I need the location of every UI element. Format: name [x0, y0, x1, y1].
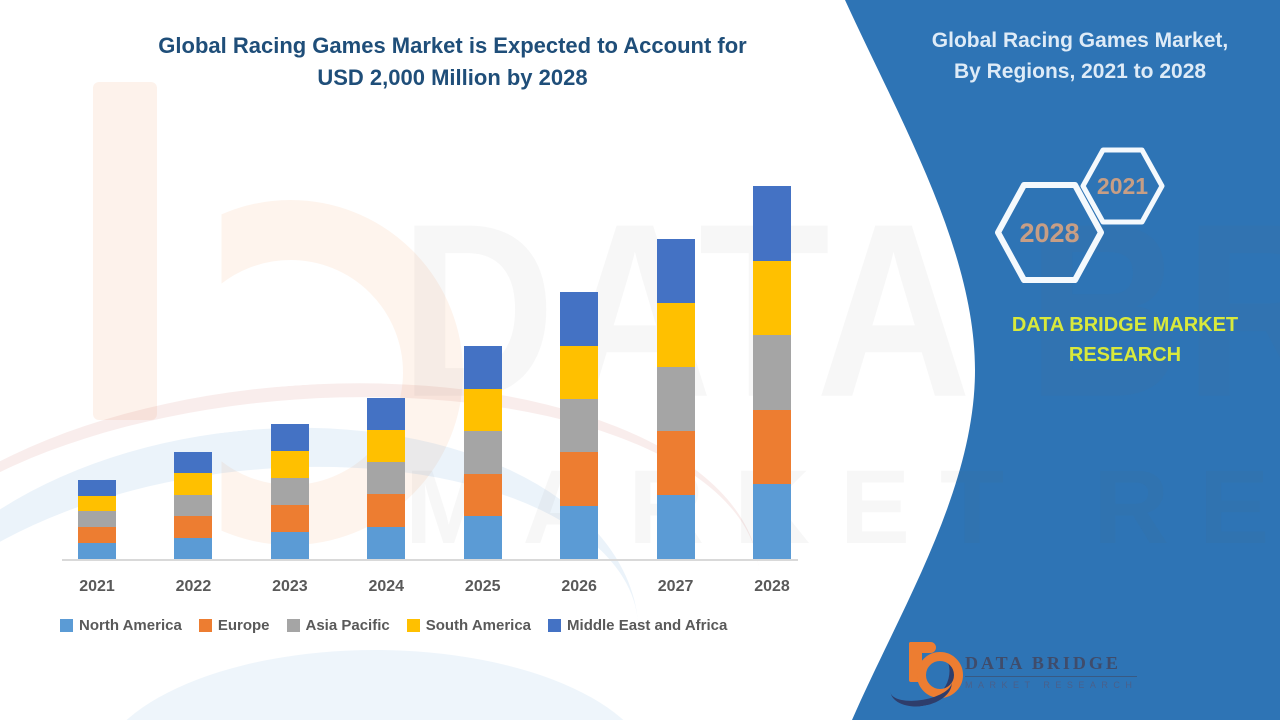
x-axis-label-2021: 2021 — [79, 578, 115, 595]
hexagon-2028-badge: 2028 — [995, 182, 1104, 283]
stacked-bar-2022 — [174, 451, 213, 559]
bar-segment-europe-2024 — [367, 494, 406, 527]
legend-swatch-south-america — [406, 619, 420, 632]
stacked-bar-2024 — [367, 397, 406, 559]
legend-label-middle-east-and-africa: Middle East and Africa — [567, 617, 728, 634]
legend-item-south-america: South America — [406, 617, 532, 634]
legend-swatch-middle-east-and-africa — [548, 619, 562, 632]
legend-item-asia-pacific: Asia Pacific — [286, 617, 390, 634]
bar-segment-middle-east-and-africa-2024 — [367, 397, 406, 430]
legend-swatch-north-america — [60, 619, 73, 632]
x-axis-line — [62, 559, 798, 561]
brand-wordmark: DATA BRIDGE MARKET RESEARCH — [960, 310, 1280, 370]
bar-segment-asia-pacific-2021 — [78, 511, 116, 528]
bar-segment-middle-east-and-africa-2027 — [656, 239, 695, 304]
bar-segment-north-america-2027 — [656, 495, 695, 559]
bar-segment-south-america-2021 — [78, 495, 116, 512]
legend-label-south-america: South America — [425, 617, 532, 634]
stacked-bar-2028 — [753, 186, 791, 559]
brand-wordmark-line1: DATA BRIDGE MARKET — [1011, 314, 1239, 336]
legend-label-asia-pacific: Asia Pacific — [305, 617, 390, 634]
bar-segment-south-america-2028 — [753, 260, 791, 336]
bar-segment-europe-2026 — [560, 452, 599, 506]
legend-label-north-america: North America — [79, 617, 182, 634]
logo-name: DATA BRIDGE — [965, 653, 1138, 677]
bar-segment-north-america-2024 — [367, 526, 406, 559]
legend-swatch-europe — [198, 619, 212, 632]
logo-b-arm — [909, 642, 936, 653]
dbmr-logo: DATA BRIDGE MARKET RESEARCH — [887, 640, 1138, 712]
legend-item-middle-east-and-africa: Middle East and Africa — [548, 617, 727, 634]
bar-segment-europe-2022 — [174, 516, 213, 538]
logo-subtitle: MARKET RESEARCH — [965, 679, 1138, 690]
bar-segment-europe-2025 — [463, 473, 502, 517]
bar-segment-south-america-2022 — [174, 473, 213, 495]
bar-segment-south-america-2026 — [560, 345, 599, 399]
legend: North America Europe Asia Pacific South Ame… — [60, 617, 727, 634]
bar-segment-europe-2028 — [753, 409, 791, 485]
legend-item-europe: Europe — [198, 617, 270, 634]
x-axis-label-2027: 2027 — [657, 578, 694, 595]
stacked-bar-2027 — [656, 239, 695, 559]
bar-segment-europe-2027 — [656, 431, 695, 496]
legend-swatch-asia-pacific — [286, 619, 300, 632]
bar-segment-north-america-2028 — [753, 484, 791, 559]
bar-segment-north-america-2026 — [560, 505, 599, 559]
bar-segment-asia-pacific-2022 — [174, 494, 213, 517]
bar-segment-north-america-2021 — [78, 543, 116, 559]
bar-segment-south-america-2024 — [367, 429, 406, 463]
bar-segment-middle-east-and-africa-2025 — [463, 346, 502, 389]
x-axis-label-2023: 2023 — [272, 578, 308, 595]
hexagon-2021-outline — [1080, 147, 1165, 225]
bar-segment-middle-east-and-africa-2023 — [270, 423, 309, 451]
bar-segment-south-america-2023 — [270, 450, 309, 478]
x-axis-label-2028: 2028 — [754, 578, 790, 595]
bar-segment-middle-east-and-africa-2028 — [753, 186, 791, 261]
chart-title-line2: USD 2,000 Million by 2028 — [317, 65, 588, 90]
stacked-bar-2026 — [560, 292, 599, 559]
bar-segment-north-america-2025 — [463, 516, 502, 559]
dbmr-logo-text: DATA BRIDGE MARKET RESEARCH — [965, 653, 1138, 690]
bar-segment-middle-east-and-africa-2026 — [560, 292, 599, 346]
dbmr-logo-b-icon — [887, 640, 963, 712]
side-panel-title-line2: By Regions, 2021 to 2028 — [953, 60, 1207, 83]
bar-segment-north-america-2022 — [174, 537, 213, 559]
stacked-bar-2021 — [78, 479, 116, 559]
bar-segment-middle-east-and-africa-2022 — [174, 451, 213, 474]
bar-segment-south-america-2027 — [656, 303, 695, 368]
bar-segment-middle-east-and-africa-2021 — [78, 479, 116, 496]
bar-segment-asia-pacific-2027 — [656, 367, 695, 432]
chart-title: Global Racing Games Market is Expected t… — [105, 30, 800, 94]
side-panel-title: Global Racing Games Market, By Regions, … — [885, 25, 1275, 87]
side-panel-title-line1: Global Racing Games Market, — [931, 29, 1229, 52]
bar-segment-south-america-2025 — [463, 388, 502, 432]
bar-segment-asia-pacific-2025 — [463, 431, 502, 474]
hexagon-2021-badge: 2021 — [1080, 147, 1165, 225]
chart-title-line1: Global Racing Games Market is Expected t… — [158, 33, 747, 58]
logo-b-bowl — [917, 652, 963, 698]
stacked-bar-2025 — [463, 346, 502, 559]
bar-segment-asia-pacific-2024 — [367, 462, 406, 495]
bar-segment-europe-2021 — [78, 527, 116, 544]
hexagon-2028-label: 2028 — [1019, 218, 1079, 248]
hexagon-badges: 2021 2028 — [995, 147, 1165, 283]
x-axis-label-2024: 2024 — [368, 578, 405, 595]
brand-wordmark-line2: RESEARCH — [1068, 344, 1182, 366]
legend-item-north-america: North America — [60, 617, 182, 634]
bar-segment-asia-pacific-2028 — [753, 335, 791, 410]
x-axis-label-2026: 2026 — [561, 578, 597, 595]
bar-segment-asia-pacific-2023 — [270, 477, 309, 505]
bar-segment-north-america-2023 — [270, 531, 309, 559]
x-axis-label-2025: 2025 — [464, 578, 501, 595]
legend-label-europe: Europe — [217, 617, 270, 634]
x-axis-label-2022: 2022 — [175, 578, 212, 595]
stacked-bar-2023 — [270, 423, 309, 559]
bar-segment-europe-2023 — [270, 504, 309, 532]
plot-area: 2021 2022 2023 2024 2025 2026 2027 2028 — [78, 186, 791, 595]
hexagon-2021-label: 2021 — [1097, 173, 1148, 199]
hexagon-2028-outline — [995, 182, 1104, 283]
bar-segment-asia-pacific-2026 — [560, 399, 599, 453]
